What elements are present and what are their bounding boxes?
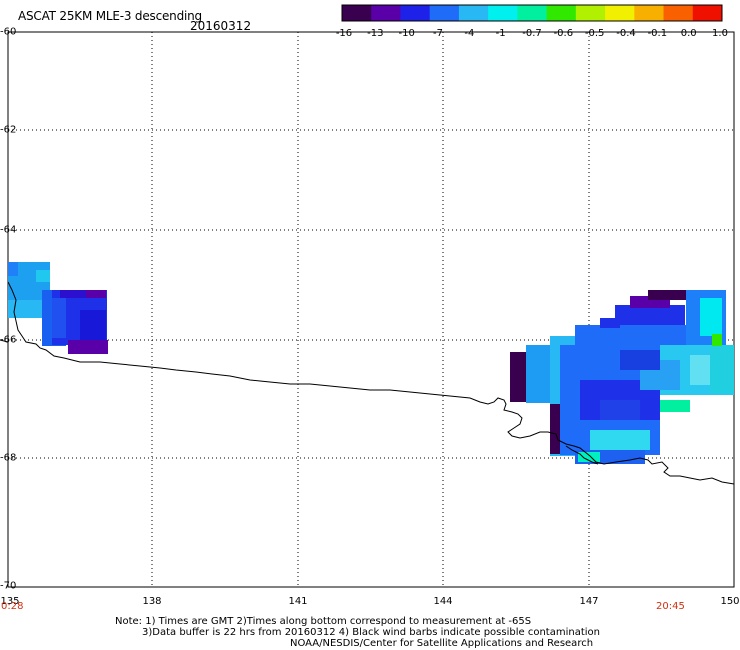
wind-data-patch-right <box>510 290 734 464</box>
colorbar-swatch <box>400 5 431 21</box>
time-label-start: 0:28 <box>1 601 24 612</box>
colorbar-tick-label: -4 <box>464 28 475 39</box>
coastline <box>7 281 735 485</box>
colorbar-tick-label: -13 <box>367 28 384 39</box>
colorbar-tick-label: -0.5 <box>584 28 605 39</box>
colorbar-tick-label: -16 <box>335 28 353 39</box>
note-line-2: 3)Data buffer is 22 hrs from 20160312 4)… <box>142 627 600 638</box>
colorbar-swatch <box>458 5 489 21</box>
lon-label: 150 <box>720 596 740 607</box>
colorbar-swatch <box>429 5 460 21</box>
colorbar-swatch <box>371 5 401 21</box>
note-line-3: NOAA/NESDIS/Center for Satellite Applica… <box>290 638 594 649</box>
colorbar-swatch <box>692 5 723 21</box>
lat-label: -70 <box>0 580 17 592</box>
lon-label: 147 <box>579 596 599 607</box>
colorbar-tick-label: -0.1 <box>647 28 668 39</box>
colorbar-swatch <box>546 5 577 21</box>
coastline-fragment <box>0 339 9 343</box>
colorbar-border <box>341 4 723 22</box>
time-label-end: 20:45 <box>656 601 685 612</box>
lon-label: 144 <box>433 596 453 607</box>
colorbar-swatch <box>575 5 606 21</box>
colorbar-tick-label: -0.7 <box>522 28 542 39</box>
lat-label: -66 <box>0 334 17 346</box>
colorbar-tick-label: -1 <box>495 28 506 39</box>
colorbar-tick-label: 1.0 <box>712 28 728 39</box>
lon-label: 141 <box>288 596 308 607</box>
lat-label: -68 <box>0 452 17 464</box>
lat-label: -64 <box>0 224 17 236</box>
colorbar-swatch <box>342 5 372 21</box>
colorbar-swatch <box>605 5 635 21</box>
colorbar-tick-label: -10 <box>398 28 415 39</box>
colorbar-swatch <box>488 5 518 21</box>
colorbar-swatch <box>517 5 548 21</box>
map-title: ASCAT 25KM MLE-3 descending <box>18 9 202 23</box>
lon-label: 138 <box>142 596 162 607</box>
lat-label: -60 <box>0 26 17 38</box>
colorbar-swatch <box>634 5 665 21</box>
lat-label: -62 <box>0 124 17 136</box>
colorbar-tick-label: 0.0 <box>680 28 697 39</box>
colorbar <box>341 4 723 22</box>
wind-data-patch-left <box>8 262 108 354</box>
colorbar-tick-label: -0.4 <box>616 28 636 39</box>
coastline-inlet <box>565 445 599 465</box>
colorbar-swatch <box>663 5 694 21</box>
colorbar-tick-label: -0.6 <box>553 28 574 39</box>
map-date: 20160312 <box>190 19 252 33</box>
colorbar-tick-label: -7 <box>433 28 443 39</box>
lon-label: 135 <box>0 596 20 607</box>
note-line-1: Note: 1) Times are GMT 2)Times along bot… <box>115 616 532 627</box>
